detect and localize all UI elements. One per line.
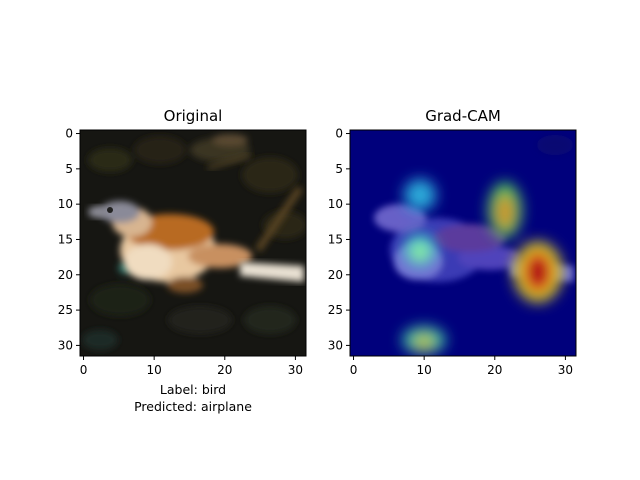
original-ytick-label: 25 bbox=[58, 303, 73, 317]
gradcam-xtick-label: 0 bbox=[350, 363, 358, 377]
gradcam-ytick-label: 15 bbox=[328, 232, 343, 246]
gradcam-xtick-label: 10 bbox=[417, 363, 432, 377]
original-axes-frame bbox=[79, 129, 307, 357]
original-ytick-label: 0 bbox=[65, 127, 73, 141]
original-image bbox=[80, 130, 306, 356]
original-ytick-label: 20 bbox=[58, 268, 73, 282]
original-ytick-label: 5 bbox=[65, 162, 73, 176]
gradcam-ytick-label: 0 bbox=[335, 127, 343, 141]
gradcam-axes-frame bbox=[349, 129, 577, 357]
gradcam-ytick-label: 30 bbox=[328, 338, 343, 352]
panel-title-gradcam: Grad-CAM bbox=[425, 107, 501, 125]
gradcam-heatmap bbox=[350, 130, 576, 356]
original-xtick-label: 0 bbox=[80, 363, 88, 377]
original-xtick-label: 20 bbox=[217, 363, 232, 377]
original-xtick-label: 10 bbox=[147, 363, 162, 377]
original-ytick-label: 10 bbox=[58, 197, 73, 211]
gradcam-xtick-label: 20 bbox=[487, 363, 502, 377]
gradcam-axis-ticks: 0 10 20 30 0 5 10 15 20 25 30 bbox=[328, 127, 573, 377]
gradcam-ytick-label: 10 bbox=[328, 197, 343, 211]
gradcam-ytick-label: 5 bbox=[335, 162, 343, 176]
gradcam-ytick-label: 20 bbox=[328, 268, 343, 282]
panel-title-original: Original bbox=[164, 107, 223, 125]
label-caption: Label: bird bbox=[160, 382, 226, 397]
gradcam-xtick-label: 30 bbox=[558, 363, 573, 377]
gradcam-ytick-label: 25 bbox=[328, 303, 343, 317]
original-ytick-label: 30 bbox=[58, 338, 73, 352]
original-ytick-label: 15 bbox=[58, 232, 73, 246]
original-xtick-label: 30 bbox=[288, 363, 303, 377]
predicted-caption: Predicted: airplane bbox=[134, 399, 252, 414]
original-axis-ticks: 0 10 20 30 0 5 10 15 20 25 30 bbox=[58, 127, 303, 377]
